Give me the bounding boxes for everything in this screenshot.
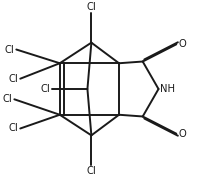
Text: Cl: Cl (40, 84, 50, 94)
Text: NH: NH (161, 84, 175, 94)
Text: Cl: Cl (87, 2, 96, 12)
Text: Cl: Cl (3, 94, 12, 104)
Text: Cl: Cl (9, 124, 18, 134)
Text: O: O (178, 129, 186, 139)
Text: Cl: Cl (5, 44, 14, 54)
Text: Cl: Cl (87, 166, 96, 176)
Text: O: O (178, 39, 186, 49)
Text: Cl: Cl (9, 74, 18, 84)
